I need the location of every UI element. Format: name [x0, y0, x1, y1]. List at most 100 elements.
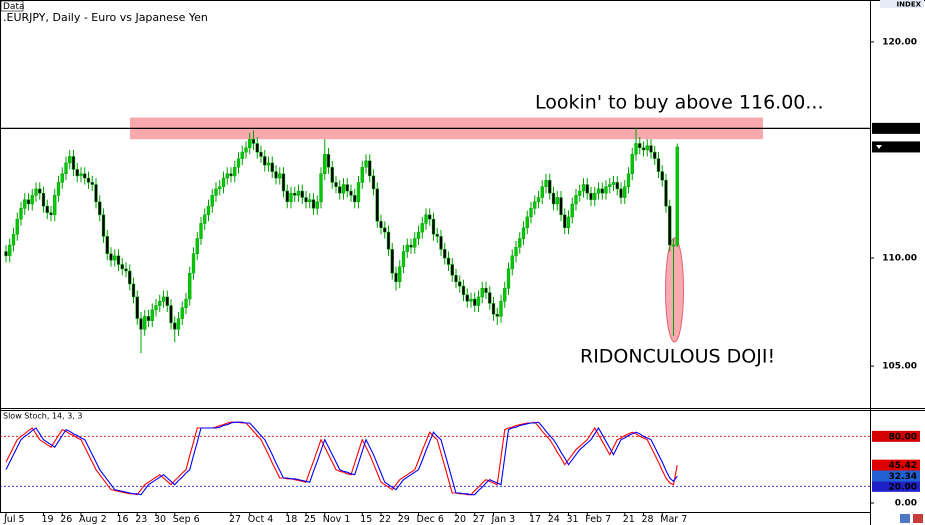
candle-body [488, 292, 492, 304]
candle-body [503, 288, 507, 302]
stoch-last-label: 45.42 [889, 461, 917, 471]
y-tick-label: 120.00 [882, 37, 917, 47]
x-tick-label: 24 [548, 514, 560, 525]
candle-body [315, 201, 319, 209]
candle-body [420, 223, 424, 233]
plot-layer: 116.00 120.00 110.00 105.00 115.14 Lookin' to… [0, 37, 920, 525]
candle-body [90, 182, 94, 185]
candle-body [356, 182, 361, 203]
x-tick-label: 26 [60, 514, 72, 525]
index-label-box [880, 0, 924, 8]
candle-body [270, 162, 274, 172]
last-price-arrow [876, 144, 882, 149]
candle-body [668, 205, 672, 246]
candle-body [390, 249, 394, 274]
candle-body [450, 264, 454, 276]
y-tick-label: 110.00 [882, 254, 917, 264]
candle-body [533, 201, 537, 209]
candle-body [161, 296, 166, 302]
x-tick-label: 18 [285, 514, 297, 525]
last-price-box [872, 141, 920, 153]
annotation: Lookin' to buy above 116.00... [535, 92, 824, 114]
candle-body [86, 177, 91, 183]
candle-body [476, 296, 481, 306]
candle-body [484, 288, 488, 293]
candle-body [34, 188, 38, 196]
candle-body [225, 173, 229, 179]
candle-body [4, 251, 8, 257]
candle-body [578, 190, 582, 196]
candle-body [158, 300, 162, 306]
candle-body [551, 192, 556, 205]
candle-body [195, 238, 199, 254]
candle-body [345, 184, 349, 192]
candle-body [540, 186, 544, 198]
candle-body [41, 192, 46, 207]
doji-highlight [665, 237, 684, 343]
candle-body [386, 231, 391, 250]
x-tick-label: 28 [642, 514, 654, 525]
candle-body [56, 182, 61, 196]
candle-body [240, 151, 244, 159]
candle-body [143, 316, 147, 330]
candle-body [660, 171, 664, 181]
toolbar-icon[interactable] [900, 514, 910, 523]
candle-body [263, 156, 267, 166]
candle-body [188, 272, 192, 300]
candle-body [656, 158, 661, 172]
candle-body [233, 167, 237, 177]
level-label-box [872, 480, 920, 492]
candle-body [64, 162, 68, 174]
candle-body [326, 154, 331, 168]
candle-body [150, 309, 154, 321]
candle-body [364, 160, 368, 168]
candle-body [623, 186, 627, 198]
candle-body [199, 223, 203, 239]
candle-body [368, 160, 372, 177]
x-tick-label: 19 [42, 514, 54, 525]
candle-body [581, 184, 586, 192]
candle-body [218, 186, 222, 190]
candle-body [330, 167, 334, 183]
x-tick-label: 31 [567, 514, 579, 525]
candle-body [49, 212, 53, 216]
candle-body [630, 154, 634, 174]
candle-body [109, 253, 113, 261]
candle-body [311, 199, 316, 209]
candle-body [506, 268, 511, 289]
candle-body [563, 214, 567, 229]
last-price-label: 115.14 [882, 143, 917, 153]
candle-body [383, 227, 387, 233]
candle-body [229, 173, 233, 177]
candle-body [338, 186, 342, 194]
candle-body [570, 203, 574, 218]
x-tick-label: Oct 4 [248, 514, 274, 525]
x-tick-label: 29 [398, 514, 410, 525]
candle-body [589, 192, 593, 200]
candle-body [439, 236, 443, 250]
candle-body [529, 208, 533, 218]
candle-body [634, 143, 638, 155]
candle-body [319, 173, 323, 203]
toolbar-icon[interactable] [913, 514, 923, 523]
candle-body [473, 298, 477, 306]
candle-body [604, 186, 608, 194]
candle-body [671, 244, 676, 247]
candle-body [38, 188, 42, 194]
candle-body [79, 173, 83, 177]
x-tick-label: Sep 6 [173, 514, 200, 525]
candle-body [548, 179, 552, 194]
candle-body [184, 298, 188, 308]
x-tick-label: 17 [529, 514, 541, 525]
candle-body [379, 221, 383, 229]
candle-body [454, 275, 458, 283]
candle-body [206, 205, 211, 216]
indicator-title: Slow Stoch, 14, 3, 3 [3, 412, 82, 421]
candle-body [626, 173, 631, 187]
index-label: INDEX [897, 1, 922, 9]
candle-body [461, 285, 466, 296]
x-tick-label: 20 [454, 514, 466, 525]
candle-body [409, 244, 413, 248]
candle-body [675, 146, 679, 246]
